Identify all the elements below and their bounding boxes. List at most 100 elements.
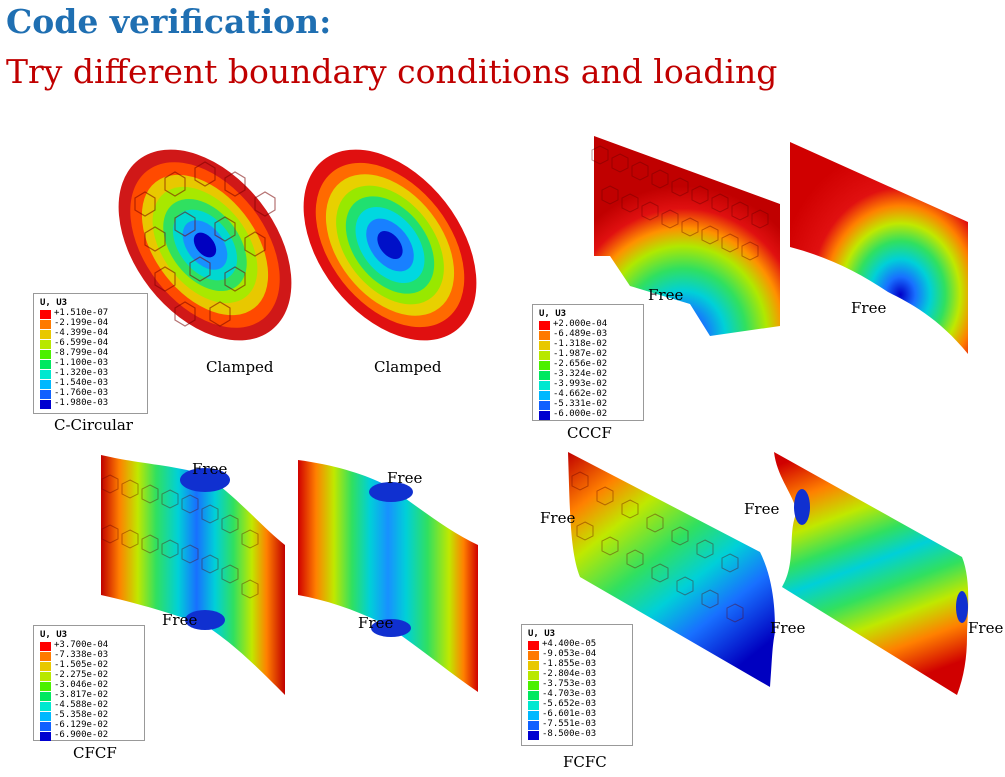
legend-entry: +3.700e-04: [40, 640, 200, 651]
legend-entry: -1.318e-02: [539, 339, 699, 350]
legend-swatch: [539, 391, 550, 400]
legend-value: -7.338e-03: [54, 650, 109, 660]
legend-value: -2.199e-04: [54, 318, 109, 328]
cccf-solid-plate: [790, 142, 968, 354]
legend-entry: -1.760e-03: [40, 388, 200, 399]
legend-value: -1.320e-03: [54, 368, 109, 378]
legend-swatch: [40, 642, 51, 651]
caption-fcfc: FCFC: [563, 753, 607, 771]
legend-entry: -2.275e-02: [40, 670, 200, 681]
label-free-cccf-right: Free: [851, 299, 887, 317]
legend-swatch: [40, 652, 51, 661]
legend-swatch: [40, 340, 51, 349]
legend-entry: -1.320e-03: [40, 368, 200, 379]
legend-swatch: [539, 401, 550, 410]
legend-entry: -1.987e-02: [539, 349, 699, 360]
legend-entry: -6.489e-03: [539, 329, 699, 340]
legend-entry: +4.400e-05: [528, 639, 688, 650]
legend-entry: -1.100e-03: [40, 358, 200, 369]
legend-swatch: [539, 351, 550, 360]
legend-value: -3.046e-02: [54, 680, 109, 690]
legend-swatch: [40, 390, 51, 399]
legend-value: -1.505e-02: [54, 660, 109, 670]
legend-swatch: [40, 672, 51, 681]
legend-value: -1.987e-02: [553, 349, 608, 359]
label-free-fcfc-right: Free: [968, 619, 1004, 637]
legend-title: U, U3: [539, 309, 567, 319]
legend-swatch: [528, 691, 539, 700]
circular-honeycomb-plate: [118, 149, 292, 341]
legend-cfcf: U, U3 +3.700e-04 -7.338e-03 -1.505e-02 -2.2…: [33, 625, 145, 741]
label-free-fcfc-mid-bottom: Free: [770, 619, 806, 637]
legend-value: -1.855e-03: [542, 659, 597, 669]
legend-value: -5.652e-03: [542, 699, 597, 709]
legend-value: -7.551e-03: [542, 719, 597, 729]
legend-swatch: [539, 381, 550, 390]
legend-entry: -6.129e-02: [40, 720, 200, 731]
legend-swatch: [40, 380, 51, 389]
legend-value: -6.000e-02: [553, 409, 608, 419]
legend-value: +2.000e-04: [553, 319, 608, 329]
legend-swatch: [40, 310, 51, 319]
legend-entry: -2.656e-02: [539, 359, 699, 370]
legend-entry: -6.000e-02: [539, 409, 699, 420]
legend-entry: -2.804e-03: [528, 669, 688, 680]
legend-value: -6.129e-02: [54, 720, 109, 730]
legend-value: +3.700e-04: [54, 640, 109, 650]
legend-entry: -7.551e-03: [528, 719, 688, 730]
legend-entry: -8.500e-03: [528, 729, 688, 740]
legend-value: -1.540e-03: [54, 378, 109, 388]
legend-swatch: [40, 350, 51, 359]
legend-swatch: [539, 321, 550, 330]
legend-value: -9.053e-04: [542, 649, 597, 659]
legend-value: -2.656e-02: [553, 359, 608, 369]
legend-entry: -3.324e-02: [539, 369, 699, 380]
legend-entry: -1.980e-03: [40, 398, 200, 409]
legend-value: -3.817e-02: [54, 690, 109, 700]
legend-swatch: [40, 702, 51, 711]
legend-entry: -1.540e-03: [40, 378, 200, 389]
legend-value: -1.100e-03: [54, 358, 109, 368]
legend-swatch: [539, 341, 550, 350]
label-free-cfcf-bottom-right: Free: [358, 614, 394, 632]
legend-entry: -3.046e-02: [40, 680, 200, 691]
legend-cccf: U, U3 +2.000e-04 -6.489e-03 -1.318e-02 -1.9…: [532, 304, 644, 421]
legend-swatch: [40, 712, 51, 721]
legend-value: -6.599e-04: [54, 338, 109, 348]
cfcf-honeycomb-plate: [101, 455, 285, 695]
legend-swatch: [528, 681, 539, 690]
legend-swatch: [528, 651, 539, 660]
legend-value: -2.275e-02: [54, 670, 109, 680]
legend-swatch: [528, 731, 539, 740]
legend-value: -4.399e-04: [54, 328, 109, 338]
legend-entry: -3.817e-02: [40, 690, 200, 701]
legend-entry: -6.900e-02: [40, 730, 200, 741]
legend-value: -3.753e-03: [542, 679, 597, 689]
legend-swatch: [539, 411, 550, 420]
legend-swatch: [40, 400, 51, 409]
legend-swatch: [539, 331, 550, 340]
legend-entry: -5.358e-02: [40, 710, 200, 721]
legend-value: -8.799e-04: [54, 348, 109, 358]
legend-entry: -5.331e-02: [539, 399, 699, 410]
legend-value: -4.703e-03: [542, 689, 597, 699]
legend-swatch: [40, 662, 51, 671]
legend-value: -6.489e-03: [553, 329, 608, 339]
legend-value: -4.588e-02: [54, 700, 109, 710]
legend-value: -1.318e-02: [553, 339, 608, 349]
legend-swatch: [40, 682, 51, 691]
legend-swatch: [40, 330, 51, 339]
legend-swatch: [539, 371, 550, 380]
legend-entry: -4.399e-04: [40, 328, 200, 339]
legend-entry: -6.601e-03: [528, 709, 688, 720]
legend-value: -1.760e-03: [54, 388, 109, 398]
legend-value: -3.324e-02: [553, 369, 608, 379]
legend-value: -1.980e-03: [54, 398, 109, 408]
slide-title: Code verification:: [6, 2, 332, 41]
legend-swatch: [40, 722, 51, 731]
legend-entry: +1.510e-07: [40, 308, 200, 319]
legend-value: -5.331e-02: [553, 399, 608, 409]
label-free-fcfc-mid-top: Free: [744, 500, 780, 518]
legend-entry: +2.000e-04: [539, 319, 699, 330]
legend-entry: -5.652e-03: [528, 699, 688, 710]
